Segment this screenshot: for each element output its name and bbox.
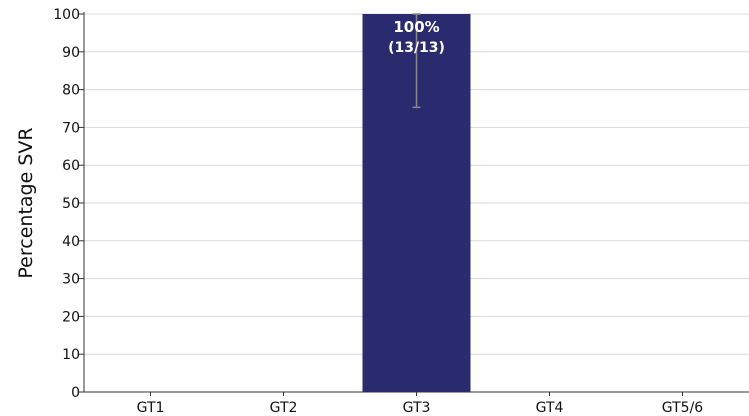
y-tick-label: 40 bbox=[62, 234, 80, 250]
bar-count-label: (13/13) bbox=[388, 40, 445, 56]
y-tick-label: 50 bbox=[62, 196, 80, 212]
x-tick-label: GT4 bbox=[536, 400, 564, 416]
y-tick-label: 100 bbox=[53, 7, 80, 23]
y-tick-label: 10 bbox=[62, 347, 80, 363]
y-tick-label: 0 bbox=[71, 385, 80, 401]
x-tick-label: GT3 bbox=[403, 400, 431, 416]
y-tick-label: 70 bbox=[62, 120, 80, 136]
y-tick-label: 80 bbox=[62, 83, 80, 99]
y-axis-title: Percentage SVR bbox=[15, 127, 37, 278]
y-tick-label: 30 bbox=[62, 272, 80, 288]
y-tick-label: 60 bbox=[62, 158, 80, 174]
x-tick-label: GT5/6 bbox=[662, 400, 704, 416]
bar-value-label: 100% bbox=[393, 18, 439, 36]
x-tick-label: GT2 bbox=[270, 400, 298, 416]
axes bbox=[79, 12, 749, 396]
y-tick-label: 90 bbox=[62, 45, 80, 61]
x-tick-label: GT1 bbox=[137, 400, 165, 416]
bars bbox=[362, 13, 471, 392]
y-tick-label: 20 bbox=[62, 309, 80, 325]
labels: 0 10 20 30 40 50 60 70 80 90 100 GT1 GT2 100% (13/13) G… bbox=[53, 7, 703, 416]
